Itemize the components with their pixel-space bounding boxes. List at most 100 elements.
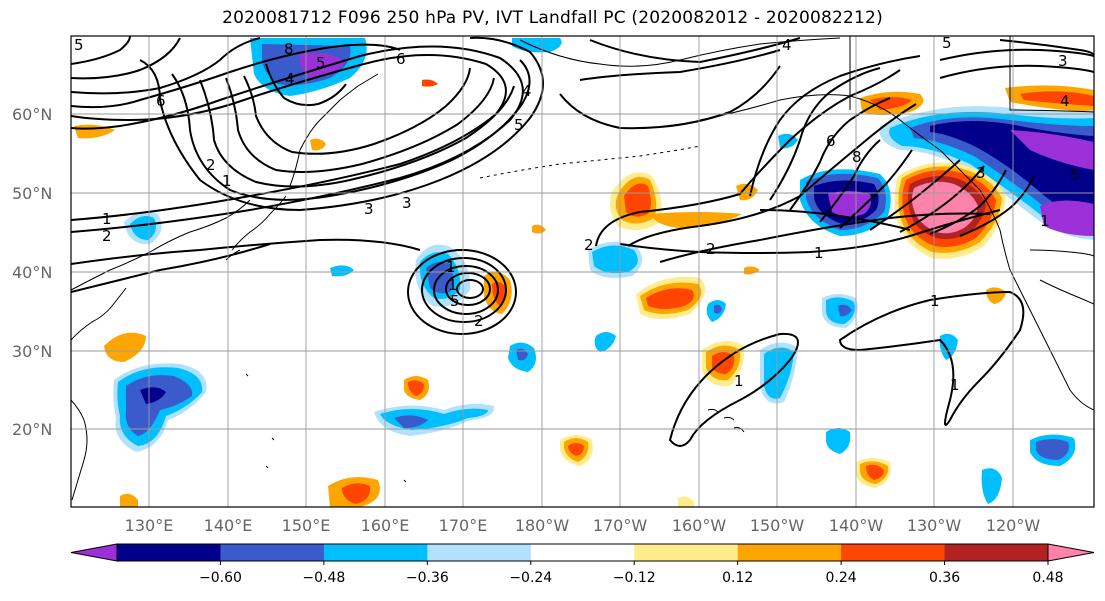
- colorbar-tick-label: −0.12: [613, 570, 656, 586]
- contour-label: 2: [584, 236, 594, 254]
- anomaly-negative: [714, 304, 722, 314]
- longitude-label: 170°E: [439, 516, 488, 535]
- contour-label: 6: [156, 92, 166, 110]
- coastlines: [71, 36, 1094, 501]
- latitude-label: 30°N: [12, 342, 52, 361]
- contour-label: 5: [1070, 166, 1080, 184]
- map-frame: [70, 35, 1095, 508]
- longitude-label: 150°W: [750, 516, 805, 535]
- colorbar-segment: [634, 544, 739, 561]
- colorbar-segment: [841, 544, 946, 561]
- contour-label: 2: [474, 312, 484, 330]
- anomaly-positive: [650, 212, 742, 228]
- colorbar-tick-label: 0.24: [826, 570, 857, 586]
- contour-labels: 8 5 4 6 5 1 2 3 4 5 6 8 6 5 4 3 1 2 1 2 …: [74, 34, 1080, 394]
- anomaly-negative: [394, 415, 428, 428]
- colorbar-tick-label: −0.24: [509, 570, 552, 586]
- anomaly-negative: [330, 265, 354, 277]
- colorbar-tick-label: −0.48: [302, 570, 345, 586]
- contour-label: 4: [285, 70, 295, 88]
- colorbar-segment: [117, 544, 221, 561]
- anomaly-positive: [104, 332, 146, 362]
- contour-label: 1: [222, 172, 232, 190]
- longitude-label: 130°W: [907, 516, 962, 535]
- anomaly-negative: [592, 245, 638, 274]
- colorbar-segment: [220, 544, 325, 561]
- anomaly-positive: [342, 483, 371, 504]
- longitude-labels: 130°E 140°E 150°E 160°E 170°E 180°W 170°…: [125, 516, 1041, 535]
- contour-label: 3: [364, 200, 374, 218]
- anomaly-negative: [838, 304, 852, 317]
- contour-label: 3: [976, 164, 986, 182]
- contour-label: 3: [402, 194, 412, 212]
- longitude-label: 150°E: [282, 516, 331, 535]
- contour-label: 4: [522, 82, 532, 100]
- colorbar-segment: [737, 544, 842, 561]
- anomaly-positive: [624, 183, 651, 217]
- contour-label: 4: [782, 36, 792, 54]
- anomaly-positive: [422, 79, 438, 87]
- anomaly-negative: [1010, 130, 1094, 170]
- colorbar-extend-high: [1047, 543, 1095, 562]
- anomaly-negative: [130, 216, 156, 240]
- longitude-label: 140°W: [829, 516, 884, 535]
- colorbar-tick-label: −0.36: [406, 570, 449, 586]
- contour-label: 6: [396, 50, 406, 68]
- contour-label: 5: [74, 36, 84, 54]
- anomaly-positive: [532, 224, 546, 234]
- colorbar-tick-label: 0.36: [929, 570, 960, 586]
- colorbar-extend-low: [70, 543, 118, 562]
- contour-label: 2: [706, 240, 716, 258]
- anomaly-positive: [408, 380, 424, 396]
- colorbar: −0.60 −0.48 −0.36 −0.24 −0.12 0.12 0.24 0.36 0.4…: [70, 543, 1095, 586]
- contour-label: 8: [284, 40, 294, 58]
- contour-label: 2: [206, 156, 216, 174]
- latitude-label: 40°N: [12, 263, 52, 282]
- anomaly-negative: [594, 332, 616, 352]
- contour-label: 5: [942, 34, 952, 52]
- contour-label: 5: [450, 292, 460, 310]
- anomaly-negative: [1036, 439, 1069, 460]
- latitude-label: 50°N: [12, 184, 52, 203]
- latitude-label: 60°N: [12, 105, 52, 124]
- colorbar-tick-label: −0.60: [199, 570, 242, 586]
- anomaly-negative: [826, 428, 851, 454]
- anomaly-negative: [140, 387, 166, 404]
- longitude-label: 180°W: [515, 516, 570, 535]
- contour-label: 1: [446, 258, 456, 276]
- colorbar-segment: [323, 544, 428, 561]
- longitude-label: 160°E: [361, 516, 410, 535]
- longitude-label: 160°W: [672, 516, 727, 535]
- latitude-labels: 60°N 50°N 40°N 30°N 20°N: [12, 105, 52, 439]
- contour-label: 1: [930, 292, 940, 310]
- anomaly-positive: [646, 288, 694, 309]
- anomaly-positive: [870, 97, 912, 110]
- colorbar-segment: [427, 544, 532, 561]
- longitude-label: 170°W: [593, 516, 648, 535]
- anomaly-positive: [568, 443, 584, 456]
- anomaly-positive: [866, 464, 884, 480]
- anomaly-negative: [1040, 200, 1094, 236]
- gridlines: [71, 36, 1094, 507]
- colorbar-tick-label: 0.48: [1032, 570, 1063, 586]
- longitude-label: 140°E: [204, 516, 253, 535]
- anomaly-negative: [516, 348, 528, 361]
- contour-label: 8: [852, 148, 862, 166]
- contour-label: 6: [826, 132, 836, 150]
- contour-label: 5: [316, 54, 326, 72]
- colorbar-segment: [944, 544, 1049, 561]
- contour-label: 4: [1060, 92, 1070, 110]
- colorbar-tick-label: 0.12: [722, 570, 753, 586]
- contour-label: 2: [102, 227, 112, 245]
- contour-label: 1: [734, 372, 744, 390]
- longitude-label: 120°W: [986, 516, 1041, 535]
- anomaly-positive: [120, 493, 138, 507]
- contour-label: 3: [1058, 52, 1068, 70]
- contour-label: 5: [514, 116, 524, 134]
- anomaly-negative: [939, 333, 958, 360]
- latitude-label: 20°N: [12, 420, 52, 439]
- map-title: 2020081712 F096 250 hPa PV, IVT Landfall…: [222, 8, 883, 28]
- contour-label: 1: [448, 276, 458, 294]
- contour-label: 1: [1040, 212, 1050, 230]
